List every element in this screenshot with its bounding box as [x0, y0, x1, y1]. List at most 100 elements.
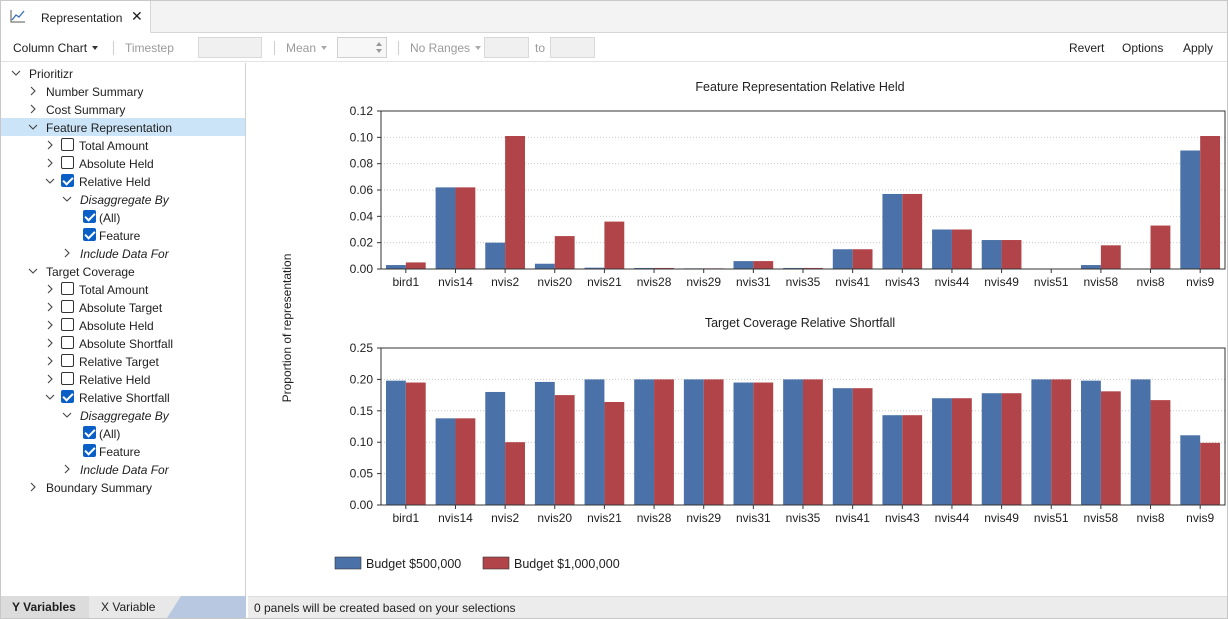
bar-nvis8-series2: [1150, 225, 1171, 269]
aggregate-stepper[interactable]: [337, 37, 387, 58]
chart-type-dropdown[interactable]: Column Chart: [13, 41, 99, 55]
y-tick-label: 0.08: [350, 157, 374, 171]
bar-nvis14-series1: [435, 418, 456, 505]
checkbox-unchecked[interactable]: [61, 372, 74, 385]
chevron-right-icon[interactable]: [28, 103, 38, 115]
tree-item-target-coverage-absolute-shortfall[interactable]: Absolute Shortfall: [1, 334, 245, 352]
chevron-right-icon[interactable]: [45, 373, 55, 385]
tree-item-feature-representation-all[interactable]: (All): [1, 208, 245, 226]
tree-item-feature-representation-total-amount[interactable]: Total Amount: [1, 136, 245, 154]
y-tick-label: 0.12: [350, 104, 374, 118]
bar-nvis9-series2: [1200, 442, 1221, 505]
bar-nvis43-series1: [882, 415, 903, 505]
bar-nvis49-series1: [981, 393, 1002, 505]
checkbox-unchecked[interactable]: [61, 156, 74, 169]
chevron-right-icon[interactable]: [45, 337, 55, 349]
tree-item-number-summary[interactable]: Number Summary: [1, 82, 245, 100]
checkbox-unchecked[interactable]: [61, 318, 74, 331]
chevron-up-icon[interactable]: [376, 42, 382, 46]
y-tick-label: 0.20: [350, 372, 374, 386]
tree-item-target-coverage-relative-shortfall[interactable]: Relative Shortfall: [1, 388, 245, 406]
chevron-down-icon[interactable]: [28, 265, 38, 277]
bar-nvis44-series2: [951, 398, 972, 505]
tree-item-target-coverage-relative-held[interactable]: Relative Held: [1, 370, 245, 388]
aggregate-dropdown[interactable]: Mean: [286, 41, 328, 55]
checkbox-unchecked[interactable]: [61, 300, 74, 313]
chevron-down-icon[interactable]: [62, 193, 72, 205]
tree-item-label: Feature: [99, 229, 141, 243]
ranges-dropdown[interactable]: No Ranges: [410, 41, 482, 55]
tree-item-label: Number Summary: [46, 85, 144, 99]
chevron-right-icon[interactable]: [45, 301, 55, 313]
checkbox-checked[interactable]: [83, 426, 96, 439]
status-text: 0 panels will be created based on your s…: [254, 601, 516, 615]
chevron-right-icon[interactable]: [28, 481, 38, 493]
tree-item-target-coverage-feature[interactable]: Feature: [1, 442, 245, 460]
tree-item-feature-representation-label[interactable]: Feature Representation: [1, 118, 245, 136]
tab-y-variables[interactable]: Y Variables: [1, 596, 89, 618]
chevron-right-icon[interactable]: [45, 319, 55, 331]
bar-nvis58-series1: [1081, 380, 1101, 505]
chevron-down-icon[interactable]: [28, 121, 38, 133]
tree-item-target-coverage-absolute-held[interactable]: Absolute Held: [1, 316, 245, 334]
bar-nvis31-series2: [753, 382, 774, 505]
chevron-down-icon[interactable]: [11, 67, 21, 79]
close-icon[interactable]: ✕: [131, 8, 143, 24]
tree-item-target-coverage-include-data-for[interactable]: Include Data For: [1, 460, 245, 478]
options-button[interactable]: Options: [1122, 41, 1164, 55]
checkbox-checked[interactable]: [61, 174, 74, 187]
checkbox-unchecked[interactable]: [61, 336, 74, 349]
tree-item-root[interactable]: Prioritizr: [1, 64, 245, 82]
chevron-right-icon[interactable]: [28, 85, 38, 97]
tab-representation[interactable]: Representation ✕: [1, 1, 151, 33]
bar-nvis41-series2: [852, 249, 873, 269]
toolbar-divider: [274, 41, 275, 55]
chevron-right-icon[interactable]: [45, 157, 55, 169]
apply-button[interactable]: Apply: [1183, 41, 1214, 55]
range-from-field[interactable]: [484, 37, 529, 58]
x-tick-label: nvis29: [686, 511, 721, 525]
tree-item-target-coverage-label[interactable]: Target Coverage: [1, 262, 245, 280]
y-tick-label: 0.10: [350, 435, 374, 449]
checkbox-checked[interactable]: [61, 390, 74, 403]
checkbox-unchecked[interactable]: [61, 282, 74, 295]
chevron-right-icon[interactable]: [45, 139, 55, 151]
tree-item-target-coverage-all[interactable]: (All): [1, 424, 245, 442]
chevron-right-icon[interactable]: [45, 283, 55, 295]
tree-item-target-coverage-relative-target[interactable]: Relative Target: [1, 352, 245, 370]
checkbox-unchecked[interactable]: [61, 354, 74, 367]
checkbox-checked[interactable]: [83, 228, 96, 241]
chevron-down-icon[interactable]: [45, 391, 55, 403]
tree-item-target-coverage-disaggregate-by[interactable]: Disaggregate By: [1, 406, 245, 424]
tree-item-target-coverage-absolute-target[interactable]: Absolute Target: [1, 298, 245, 316]
x-tick-label: nvis28: [637, 511, 672, 525]
y-tick-label: 0.02: [350, 236, 374, 250]
checkbox-checked[interactable]: [83, 444, 96, 457]
checkbox-unchecked[interactable]: [61, 138, 74, 151]
bar-nvis58-series2: [1100, 391, 1121, 505]
tree-item-target-coverage-total-amount[interactable]: Total Amount: [1, 280, 245, 298]
timestep-field[interactable]: [198, 37, 262, 58]
x-tick-label: nvis20: [537, 511, 572, 525]
tab-label: Representation: [41, 11, 123, 25]
revert-button[interactable]: Revert: [1069, 41, 1105, 55]
chevron-right-icon[interactable]: [62, 463, 72, 475]
chevron-down-icon[interactable]: [45, 175, 55, 187]
tree-item-cost-summary[interactable]: Cost Summary: [1, 100, 245, 118]
range-to-field[interactable]: [550, 37, 595, 58]
chevron-right-icon[interactable]: [45, 355, 55, 367]
chevron-right-icon[interactable]: [62, 247, 72, 259]
tree-item-feature-representation-absolute-held[interactable]: Absolute Held: [1, 154, 245, 172]
tree-item-feature-representation-disaggregate-by[interactable]: Disaggregate By: [1, 190, 245, 208]
chevron-down-icon[interactable]: [376, 49, 382, 53]
tree-item-feature-representation-relative-held[interactable]: Relative Held: [1, 172, 245, 190]
tree-item-feature-representation-include-data-for[interactable]: Include Data For: [1, 244, 245, 262]
x-tick-label: bird1: [392, 275, 419, 289]
tree-item-feature-representation-feature[interactable]: Feature: [1, 226, 245, 244]
checkbox-checked[interactable]: [83, 210, 96, 223]
bar-nvis9-series1: [1180, 435, 1201, 505]
tree-item-boundary-summary[interactable]: Boundary Summary: [1, 478, 245, 496]
ranges-label: No Ranges: [410, 41, 471, 55]
chevron-down-icon[interactable]: [62, 409, 72, 421]
tab-x-variable[interactable]: X Variable: [101, 600, 156, 614]
